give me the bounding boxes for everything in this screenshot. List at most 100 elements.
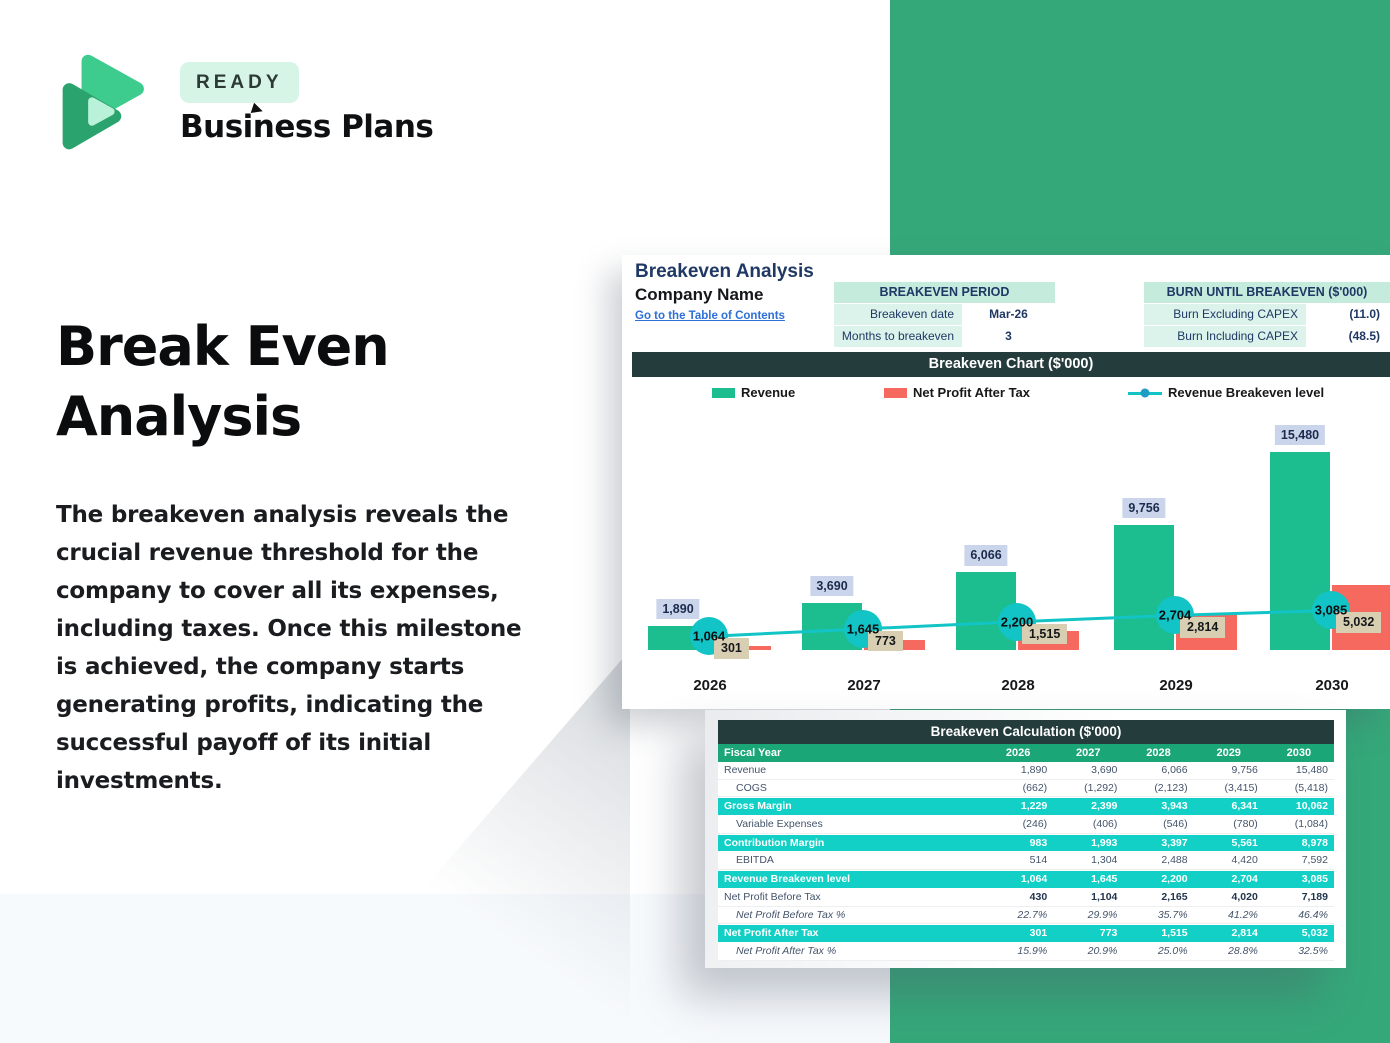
breakeven-data-label: 2,200 <box>1000 614 1034 630</box>
legend-label: Revenue <box>741 385 796 400</box>
cell-value: 28.8% <box>1228 944 1258 957</box>
cell-value: 1,993 <box>1091 836 1118 849</box>
cell-value: 20.9% <box>1087 944 1118 957</box>
table-row: Fiscal Year 2026 2027 2028 2029 2030 <box>718 744 1334 762</box>
cell-value: 1,645 <box>1091 873 1118 886</box>
cell-value: (5,418) <box>1294 781 1328 794</box>
table-row: Gross Margin 1,229 2,399 3,943 6,341 10,062 <box>718 797 1334 817</box>
cell-value: (246) <box>1022 818 1048 831</box>
row-value: (11.0) <box>1306 304 1390 325</box>
cell-value: 1,304 <box>1091 854 1118 867</box>
cell-value: (780) <box>1233 818 1258 831</box>
cell-value: 7,592 <box>1301 854 1328 867</box>
table-row: Revenue Breakeven level 1,064 1,645 2,200 2,… <box>718 870 1334 889</box>
page-description: The breakeven analysis reveals the cruci… <box>56 502 522 794</box>
x-axis-label: 2027 <box>847 677 881 694</box>
cell-value: 773 <box>1099 927 1118 940</box>
revenue-data-label: 15,480 <box>1274 424 1326 446</box>
cell-value: 2,200 <box>1161 873 1188 886</box>
row-label: Burn Including CAPEX <box>1144 326 1306 347</box>
cell-value: 4,420 <box>1231 854 1258 867</box>
spreadsheet-table-panel: Breakeven Calculation ($'000) Fiscal Yea… <box>705 710 1346 968</box>
cell-value: 6,066 <box>1161 764 1188 776</box>
spreadsheet-chart-panel: Breakeven Analysis Company Name Go to th… <box>622 255 1390 709</box>
cell-value: 514 <box>1029 854 1048 867</box>
calc-table-title: Breakeven Calculation ($'000) <box>718 720 1334 744</box>
cell-value: 15.9% <box>1017 944 1048 957</box>
table-row: Burn Excluding CAPEX (11.0) <box>1144 303 1390 325</box>
legend-label: Net Profit After Tax <box>913 385 1031 400</box>
row-label: Burn Excluding CAPEX <box>1144 304 1306 325</box>
chart-plot: 1,890 301 1,064 2026 3,690 773 1,645 2027 6,066 1… <box>622 405 1390 715</box>
cell-value: 2,165 <box>1161 890 1188 903</box>
cell-value: 3,690 <box>1091 764 1118 776</box>
net-profit-data-label: 301 <box>714 638 749 659</box>
row-label: Variable Expenses <box>736 818 823 831</box>
breakeven-data-label: 1,645 <box>846 621 880 637</box>
worksheet-title: Breakeven Analysis <box>635 261 814 282</box>
cell-value: 25.0% <box>1157 944 1188 957</box>
cell-value: 3,943 <box>1161 800 1188 813</box>
table-row: Breakeven date Mar-26 <box>834 303 1055 325</box>
net-profit-data-label: 5,032 <box>1336 612 1382 633</box>
table-of-contents-link[interactable]: Go to the Table of Contents <box>635 310 785 322</box>
breakeven-period-header: BREAKEVEN PERIOD <box>834 282 1055 303</box>
cell-value: (1,292) <box>1084 781 1118 794</box>
cell-value: 9,756 <box>1231 764 1258 776</box>
table-row: Variable Expenses (246) (406) (546) (780) (1,… <box>718 816 1334 834</box>
breakeven-data-label: 3,085 <box>1314 602 1348 618</box>
brand-text: READY Business Plans <box>180 48 434 143</box>
breakeven-data-label: 2,704 <box>1158 607 1192 623</box>
cell-value: (3,415) <box>1224 781 1258 794</box>
row-label: Net Profit After Tax <box>724 927 819 940</box>
cell-value: 2029 <box>1216 747 1241 759</box>
table-row: Net Profit After Tax % 15.9% 20.9% 25.0% 28.… <box>718 943 1334 961</box>
cell-value: 3,397 <box>1161 836 1188 849</box>
breakeven-period-table: BREAKEVEN PERIOD Breakeven date Mar-26 Mon… <box>834 282 1055 347</box>
cell-value: 29.9% <box>1087 908 1118 921</box>
cell-value: 10,062 <box>1295 800 1328 813</box>
cell-value: 2027 <box>1076 747 1101 759</box>
cell-value: 4,020 <box>1231 890 1258 903</box>
cell-value: 41.2% <box>1228 908 1258 921</box>
table-row: Net Profit Before Tax 430 1,104 2,165 4,020 7… <box>718 889 1334 907</box>
cell-value: 430 <box>1029 890 1048 903</box>
cell-value: 8,978 <box>1301 836 1328 849</box>
row-label: COGS <box>736 781 767 794</box>
brand-logo: READY Business Plans <box>56 48 434 158</box>
row-label: Contribution Margin <box>724 836 825 849</box>
legend-item: Revenue <box>712 382 795 404</box>
row-label: Revenue <box>724 764 767 776</box>
net-profit-data-label: 1,515 <box>1022 623 1068 645</box>
cell-value: 46.4% <box>1298 908 1328 921</box>
cell-value: 2026 <box>1005 747 1031 759</box>
revenue-data-label: 6,066 <box>964 545 1008 566</box>
net-profit-data-label: 2,814 <box>1180 617 1226 638</box>
table-row: Net Profit After Tax 301 773 1,515 2,814 5,03… <box>718 924 1334 943</box>
company-name: Company Name <box>635 285 764 304</box>
cell-value: 6,341 <box>1231 800 1258 813</box>
cell-value: (406) <box>1092 818 1118 831</box>
table-row: Revenue 1,890 3,690 6,066 9,756 15,480 <box>718 762 1334 780</box>
table-row: COGS (662) (1,292) (2,123) (3,415) (5,418) <box>718 780 1334 798</box>
brand-badge: READY <box>180 62 299 103</box>
row-label: Breakeven date <box>834 304 962 325</box>
x-axis-label: 2028 <box>1001 677 1035 694</box>
burn-rows: Burn Excluding CAPEX (11.0) Burn Including… <box>1144 303 1390 347</box>
cell-value: 7,189 <box>1301 890 1328 903</box>
revenue-data-label: 3,690 <box>810 575 854 597</box>
row-label: Months to breakeven <box>834 326 962 347</box>
x-axis-label: 2030 <box>1315 677 1349 694</box>
cell-value: 5,032 <box>1301 927 1328 940</box>
legend-swatch-icon <box>884 388 907 398</box>
x-axis-label: 2029 <box>1159 677 1193 694</box>
cell-value: 3,085 <box>1301 873 1328 886</box>
row-label: Net Profit Before Tax % <box>736 908 846 921</box>
page-title: Break Even Analysis <box>56 315 390 448</box>
cell-value: 1,064 <box>1020 873 1048 886</box>
legend-label: Revenue Breakeven level <box>1168 385 1325 400</box>
revenue-data-label: 9,756 <box>1122 497 1166 519</box>
cell-value: 301 <box>1029 927 1048 940</box>
table-row: Net Profit Before Tax % 22.7% 29.9% 35.7% 41… <box>718 907 1334 925</box>
